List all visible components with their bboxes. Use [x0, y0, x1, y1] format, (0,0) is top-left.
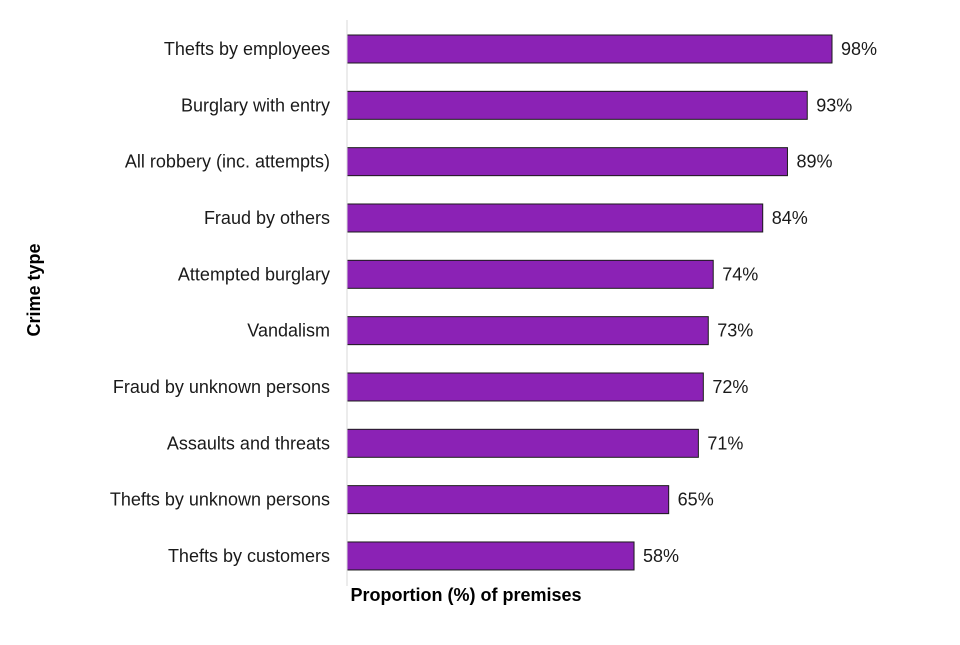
category-label: Attempted burglary — [178, 264, 330, 284]
bar-8 — [346, 485, 670, 515]
category-label: Vandalism — [247, 321, 330, 341]
bar-0 — [346, 34, 833, 64]
bar-4 — [346, 259, 714, 289]
category-label: Burglary with entry — [181, 95, 330, 115]
category-label: Assaults and threats — [167, 433, 330, 453]
bar-5 — [346, 316, 709, 346]
bar-9 — [346, 541, 635, 571]
category-label: Fraud by unknown persons — [113, 377, 330, 397]
category-label: Thefts by employees — [164, 39, 330, 59]
value-label: 65% — [678, 490, 714, 510]
labels-layer: Thefts by employees 98% Burglary with entr… — [110, 39, 877, 566]
category-label: Thefts by customers — [168, 546, 330, 566]
value-label: 84% — [772, 208, 808, 228]
value-label: 73% — [717, 321, 753, 341]
category-label: Fraud by others — [204, 208, 330, 228]
value-label: 71% — [707, 433, 743, 453]
bar-1 — [346, 90, 808, 120]
value-label: 72% — [712, 377, 748, 397]
bar-6 — [346, 372, 704, 402]
category-label: All robbery (inc. attempts) — [125, 152, 330, 172]
y-axis-title: Crime type — [24, 243, 44, 336]
value-label: 98% — [841, 39, 877, 59]
bar-7 — [346, 428, 699, 458]
bar-3 — [346, 203, 764, 233]
category-label: Thefts by unknown persons — [110, 490, 330, 510]
bars-layer — [346, 34, 833, 571]
value-label: 89% — [796, 152, 832, 172]
x-axis-title: Proportion (%) of premises — [350, 585, 581, 605]
value-label: 74% — [722, 264, 758, 284]
value-label: 93% — [816, 95, 852, 115]
value-label: 58% — [643, 546, 679, 566]
bar-2 — [346, 147, 788, 177]
